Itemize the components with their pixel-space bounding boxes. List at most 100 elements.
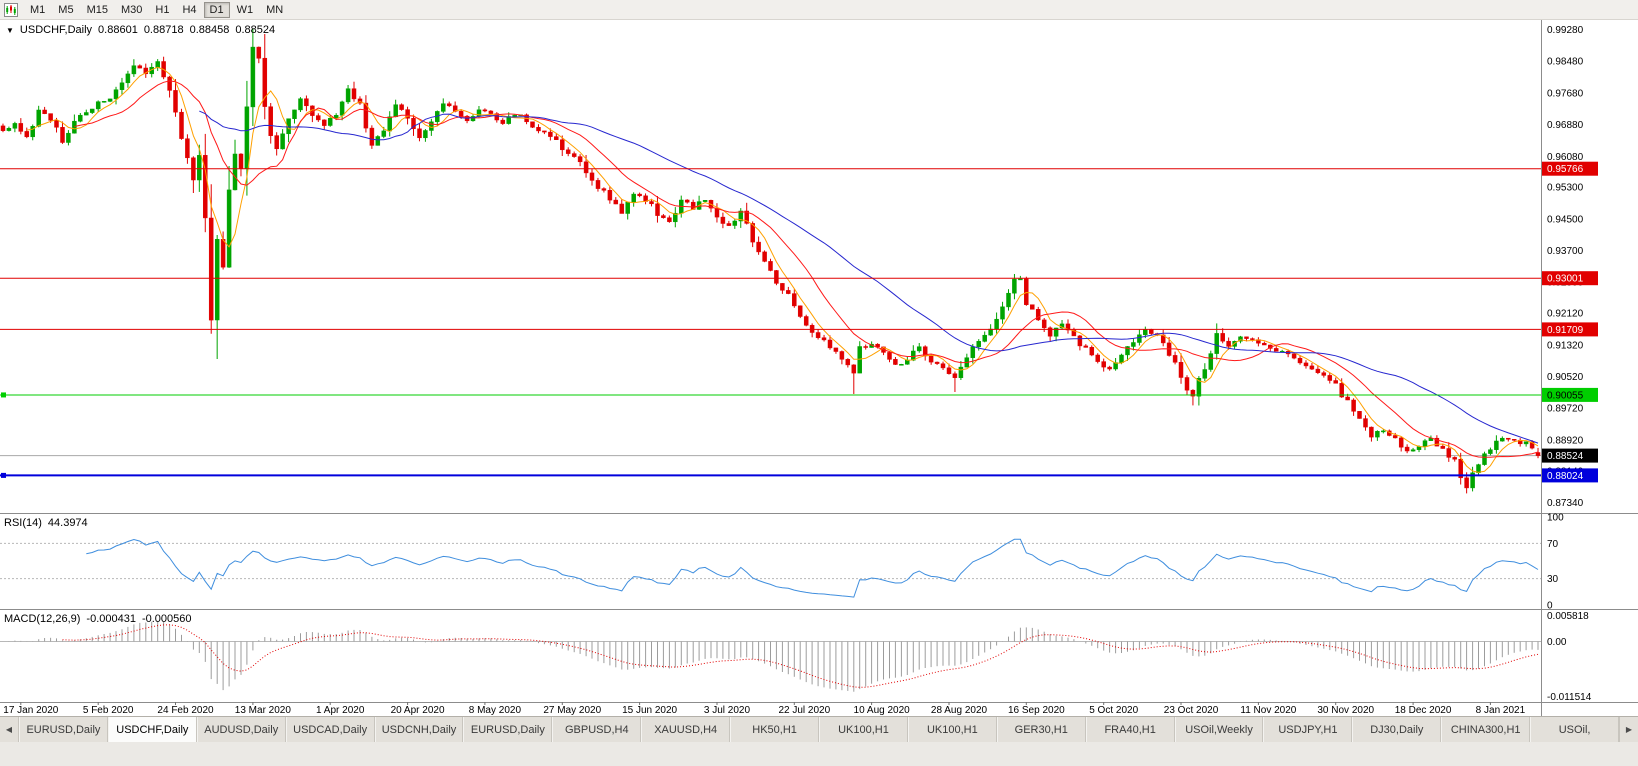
svg-text:3 Jul 2020: 3 Jul 2020 (704, 705, 751, 716)
svg-text:15 Jun 2020: 15 Jun 2020 (622, 705, 677, 716)
tabs-scroll-right-button[interactable]: ▶ (1619, 717, 1638, 742)
chart-tab-usoil-weekly[interactable]: USOil,Weekly (1174, 717, 1264, 742)
rsi-value: 44.3974 (47, 517, 88, 529)
timeframe-button-m30[interactable]: M30 (120, 3, 143, 16)
chart-tab-gbpusd-h4[interactable]: GBPUSD,H4 (552, 717, 642, 742)
svg-text:0.005818: 0.005818 (1547, 611, 1589, 622)
macd-value-signal: -0.000560 (141, 613, 192, 625)
svg-text:0.99280: 0.99280 (1547, 25, 1584, 36)
svg-text:10 Aug 2020: 10 Aug 2020 (854, 705, 911, 716)
macd-value-main: -0.000431 (86, 613, 136, 625)
price-badge-0.91709 (1542, 322, 1598, 337)
timeframe-toolbar: M1 M5 M15 M30 H1 H4 D1 W1 MN (0, 0, 1638, 20)
svg-text:30: 30 (1547, 574, 1559, 585)
ohlc-close: 0.88524 (235, 24, 276, 36)
time-axis: 17 Jan 2020 5 Feb 2020 24 Feb 2020 13 Mar 2… (3, 702, 1526, 716)
timeframe-button-d1[interactable]: D1 (203, 1, 230, 18)
chart-tab-usdjpy-h1[interactable]: USDJPY,H1 (1263, 717, 1353, 742)
timeframe-button-w1[interactable]: W1 (236, 3, 254, 16)
svg-text:24 Feb 2020: 24 Feb 2020 (157, 705, 214, 716)
chart-tab-ger30-h1[interactable]: GER30,H1 (996, 717, 1086, 742)
chart-background (0, 20, 1638, 716)
svg-text:0.97680: 0.97680 (1547, 88, 1584, 99)
svg-text:-0.011514: -0.011514 (1547, 692, 1592, 703)
macd-name: MACD(12,26,9) (4, 613, 81, 625)
chart-tab-usdcad-daily[interactable]: USDCAD,Daily (285, 717, 375, 742)
svg-text:30 Nov 2020: 30 Nov 2020 (1317, 705, 1374, 716)
svg-text:5 Feb 2020: 5 Feb 2020 (83, 705, 134, 716)
chart-tab-fra40-h1[interactable]: FRA40,H1 (1085, 717, 1175, 742)
status-bar-area (0, 742, 1638, 766)
svg-text:0.91709: 0.91709 (1547, 325, 1584, 336)
svg-text:0.87340: 0.87340 (1547, 498, 1584, 509)
svg-text:1 Apr 2020: 1 Apr 2020 (316, 705, 365, 716)
svg-text:22 Jul 2020: 22 Jul 2020 (778, 705, 830, 716)
timeframe-button-h1[interactable]: H1 (155, 3, 170, 16)
rsi-name: RSI(14) (4, 517, 42, 529)
svg-text:0: 0 (1547, 601, 1553, 612)
timeframe-button-m1[interactable]: M1 (30, 3, 46, 16)
svg-text:0.88524: 0.88524 (1547, 451, 1584, 462)
rsi-line (86, 538, 1539, 598)
line-handle-0.88024[interactable] (1, 472, 6, 478)
svg-text:13 Mar 2020: 13 Mar 2020 (235, 705, 292, 716)
chart-tab-dj30-daily[interactable]: DJ30,Daily (1352, 717, 1442, 742)
chart-window: 0.99280 0.98480 0.97680 0.96880 0.96080 0.953… (0, 20, 1638, 716)
line-handle-0.90055[interactable] (1, 392, 6, 398)
chart-tab-uk100-h1[interactable]: UK100,H1 (819, 717, 908, 742)
moving-average-13-line (74, 80, 1539, 458)
svg-text:16 Sep 2020: 16 Sep 2020 (1008, 705, 1065, 716)
rsi-indicator-label: RSI(14) 44.3974 (4, 517, 88, 529)
svg-text:0.89720: 0.89720 (1547, 404, 1584, 415)
timeframe-button-mn[interactable]: MN (266, 3, 284, 16)
timeframe-button-h4[interactable]: H4 (182, 3, 197, 16)
svg-text:0.00: 0.00 (1547, 637, 1567, 648)
svg-text:0.95300: 0.95300 (1547, 183, 1584, 194)
svg-text:8 Jan 2021: 8 Jan 2021 (1476, 705, 1526, 716)
svg-text:0.94500: 0.94500 (1547, 214, 1584, 225)
price-axis: 0.99280 0.98480 0.97680 0.96880 0.96080 0.953… (1547, 25, 1584, 509)
chart-tab-china300-h1[interactable]: CHINA300,H1 (1441, 717, 1531, 742)
svg-text:0.96080: 0.96080 (1547, 152, 1584, 163)
ohlc-low: 0.88458 (189, 24, 230, 36)
chart-tab-uk100-h1[interactable]: UK100,H1 (907, 717, 997, 742)
chart-tabs-bar: ◀ EURUSD,Daily USDCHF,Daily AUDUSD,Daily US… (0, 716, 1638, 742)
svg-text:70: 70 (1547, 539, 1559, 550)
chart-tab-hk50-h1[interactable]: HK50,H1 (730, 717, 820, 742)
timeframe-buttons: M1 M5 M15 M30 H1 H4 D1 W1 MN (24, 1, 289, 18)
svg-text:0.96880: 0.96880 (1547, 120, 1584, 131)
timeframe-button-m5[interactable]: M5 (58, 3, 74, 16)
svg-text:20 Apr 2020: 20 Apr 2020 (391, 705, 445, 716)
svg-text:11 Nov 2020: 11 Nov 2020 (1240, 705, 1296, 716)
chart-tab-usdchf-daily[interactable]: USDCHF,Daily (107, 717, 197, 742)
timeframe-button-m15[interactable]: M15 (86, 3, 108, 16)
chart-dropdown-arrow[interactable]: ▼ (6, 25, 14, 35)
price-badge-0.88024 (1542, 468, 1598, 483)
svg-text:0.91320: 0.91320 (1547, 340, 1584, 351)
svg-text:0.95766: 0.95766 (1547, 164, 1584, 175)
price-badge-0.93001 (1542, 271, 1598, 286)
svg-text:28 Aug 2020: 28 Aug 2020 (931, 705, 988, 716)
svg-text:17 Jan 2020: 17 Jan 2020 (3, 705, 58, 716)
chart-tab-usoil[interactable]: USOil, (1530, 717, 1620, 742)
svg-text:0.88024: 0.88024 (1547, 471, 1584, 482)
svg-text:8 May 2020: 8 May 2020 (469, 705, 522, 716)
chart-tab-eurusd-daily[interactable]: EURUSD,Daily (19, 717, 108, 742)
chart-canvas[interactable]: 0.99280 0.98480 0.97680 0.96880 0.96080 0.953… (0, 20, 1638, 716)
macd-indicator-label: MACD(12,26,9) -0.000431 -0.000560 (4, 613, 192, 625)
svg-text:18 Dec 2020: 18 Dec 2020 (1395, 705, 1452, 716)
moving-average-34-line (199, 110, 1539, 444)
chart-tab-usdcnh-daily[interactable]: USDCNH,Daily (374, 717, 464, 742)
svg-text:27 May 2020: 27 May 2020 (543, 705, 601, 716)
chart-tab-eurusd-daily[interactable]: EURUSD,Daily (463, 717, 553, 742)
chart-tab-audusd-daily[interactable]: AUDUSD,Daily (196, 717, 286, 742)
price-badge-0.90055 (1542, 387, 1598, 402)
svg-text:0.90520: 0.90520 (1547, 372, 1584, 383)
tabs-scroll-left-button[interactable]: ◀ (0, 717, 19, 742)
moving-average-5-line (26, 66, 1539, 473)
chart-icon[interactable] (3, 2, 19, 17)
chart-tab-xauusd-h4[interactable]: XAUUSD,H4 (641, 717, 731, 742)
ohlc-high: 0.88718 (143, 24, 184, 36)
price-badge-0.95766 (1542, 161, 1598, 176)
